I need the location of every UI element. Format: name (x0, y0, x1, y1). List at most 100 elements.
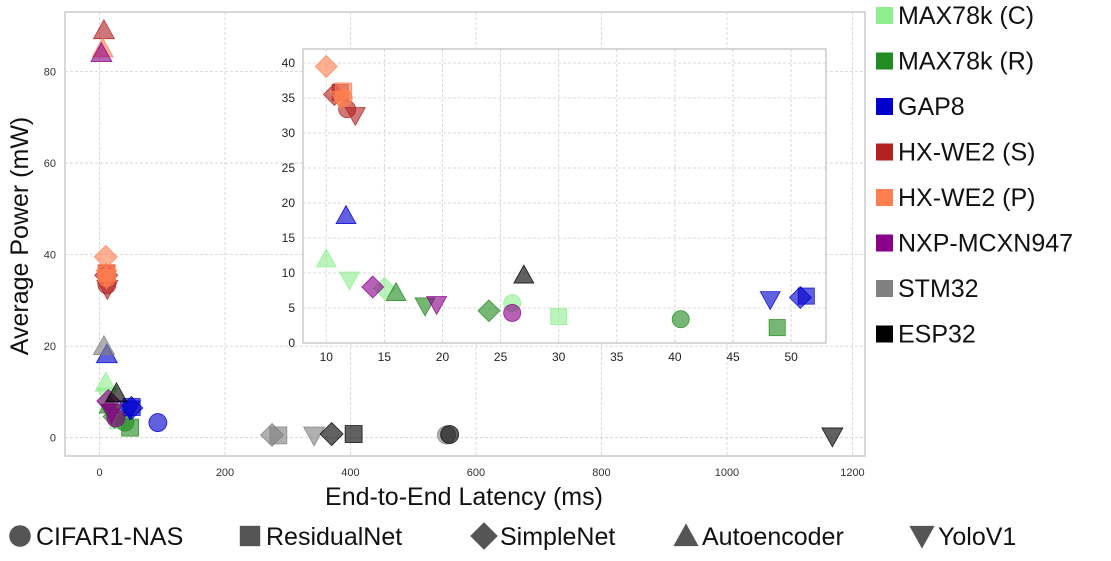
legend-swatch (876, 280, 893, 297)
inset-y-tick-label: 40 (282, 56, 296, 70)
y-axis-label: Average Power (mW) (6, 117, 34, 356)
x-axis-label: End-to-End Latency (ms) (325, 483, 603, 511)
point-nxp-mcxn947-yolov1 (100, 403, 123, 424)
point-hx-we2-p-simplenet (93, 244, 118, 269)
point-esp32-cifar1-nas (440, 425, 460, 444)
inset-background (303, 49, 826, 343)
inset-point-nxp-mcxn947-yolov1 (426, 296, 448, 316)
legend-item-max78k-r: MAX78k (R) (876, 48, 1034, 76)
inset-y-tick-label: 15 (282, 231, 296, 245)
legend-swatch (876, 143, 893, 161)
circle-marker-icon (9, 525, 31, 547)
inset-point-max78k-r-simplenet (477, 299, 501, 323)
triangle-up-marker-icon (673, 523, 699, 547)
inset-x-tick-label: 15 (378, 350, 392, 364)
legend-label: HX-WE2 (P) (898, 184, 1036, 212)
point-gap8-yolov1 (118, 400, 141, 421)
main-y-tick-label: 80 (44, 67, 56, 79)
legend-swatch (876, 7, 893, 24)
inset-x-tick-label: 45 (726, 350, 740, 364)
marker-legend-item-residualnet: ResidualNet (239, 523, 402, 551)
inset-y-tick-label: 10 (282, 266, 296, 280)
inset-point-max78k-c-yolov1 (338, 271, 361, 291)
main-x-tick-label: 1200 (840, 467, 864, 479)
main-x-tick-label: 400 (341, 467, 359, 479)
diamond-marker-icon (470, 522, 498, 550)
main-x-tick-label: 200 (216, 467, 234, 479)
triangle-down-marker-icon (909, 525, 935, 549)
marker-legend-item-yolov1: YoloV1 (909, 523, 1016, 551)
inset-point-nxp-mcxn947-simplenet (361, 275, 385, 299)
inset-tick-labels: 10 15 20 25 30 35 40 45 50 0 5 10 15 20 25 30 35 40 (282, 56, 798, 364)
inset-point-gap8-yolov1 (759, 291, 781, 311)
square-marker-icon (239, 525, 261, 547)
inset-x-tick-label: 35 (610, 350, 624, 364)
point-nxp-mcxn947-autoencoder (90, 41, 113, 62)
legend-swatch (876, 189, 893, 206)
main-y-tick-label: 20 (44, 341, 56, 353)
inset-x-tick-label: 50 (784, 350, 798, 364)
inset-point-max78k-r-residualnet (768, 319, 786, 337)
legend-label: NXP-MCXN947 (898, 230, 1073, 258)
main-data-points (90, 18, 844, 448)
main-y-tick-label: 0 (50, 433, 56, 445)
inset-y-tick-label: 5 (288, 301, 295, 315)
inset-point-gap8-simplenet (788, 286, 812, 309)
legend-label: STM32 (898, 275, 979, 303)
legend-label: GAP8 (898, 93, 965, 121)
marker-legend-item-cifar1-nas: CIFAR1-NAS (9, 523, 183, 551)
main-x-tick-label: 600 (467, 467, 485, 479)
legend-item-gap8: GAP8 (876, 93, 965, 121)
inset-point-max78k-r-autoencoder (385, 281, 407, 301)
main-x-tick-label: 800 (592, 467, 610, 479)
inset-x-tick-label: 10 (320, 350, 334, 364)
legend-label: HX-WE2 (S) (898, 139, 1036, 167)
legend-label: ESP32 (898, 321, 976, 349)
inset-y-tick-label: 25 (282, 161, 296, 175)
legend-item-stm32: STM32 (876, 275, 979, 303)
inset-x-tick-label: 25 (494, 350, 508, 364)
inset-point-hx-we2-s-yolov1 (344, 107, 366, 127)
inset-y-tick-label: 35 (282, 91, 296, 105)
marker-legend-item-simplenet: SimpleNet (470, 522, 615, 551)
inset-point-max78k-r-cifar1-nas (671, 310, 690, 329)
legend-swatch (876, 52, 893, 70)
marker-legend-item-autoencoder: Autoencoder (673, 523, 844, 551)
point-stm32-yolov1 (302, 426, 326, 447)
legend-item-esp32: ESP32 (876, 321, 976, 349)
marker-legend-label: Autoencoder (702, 523, 844, 551)
main-plot-frame (64, 11, 866, 457)
legend-label: MAX78k (C) (898, 2, 1034, 30)
inset-point-esp32-autoencoder (513, 264, 535, 284)
point-esp32-autoencoder (105, 381, 128, 403)
inset-x-tick-label: 30 (552, 350, 566, 364)
device-legend: MAX78k (C) MAX78k (R) GAP8 HX-WE2 (S) HX-WE2… (876, 2, 1073, 349)
inset-point-hx-we2-p-yolov1 (329, 91, 351, 111)
inset-point-max78k-c-residualnet (550, 307, 568, 325)
model-legend: CIFAR1-NAS ResidualNet SimpleNet Autoencode… (9, 522, 1016, 551)
inset-x-tick-label: 20 (436, 350, 450, 364)
point-stm32-simplenet (259, 422, 285, 448)
point-esp32-yolov1 (821, 427, 844, 448)
main-x-tick-label: 1000 (715, 467, 739, 479)
legend-item-nxp-mcxn947: NXP-MCXN947 (876, 230, 1073, 258)
legend-swatch (876, 234, 893, 252)
inset-plot-frame (302, 48, 827, 344)
marker-legend-label: YoloV1 (938, 523, 1016, 551)
point-esp32-residualnet (344, 425, 363, 443)
inset-x-tick-label: 40 (668, 350, 682, 364)
legend-item-hx-we2-s: HX-WE2 (S) (876, 139, 1036, 167)
inset-point-nxp-mcxn947-cifar1-nas (503, 303, 522, 322)
legend-label: MAX78k (R) (898, 48, 1034, 76)
inset-y-tick-label: 20 (282, 196, 296, 210)
marker-legend-label: ResidualNet (266, 523, 402, 551)
marker-legend-label: SimpleNet (500, 523, 615, 551)
inset-point-hx-we2-p-simplenet (314, 55, 338, 78)
point-hx-we2-s-autoencoder (92, 18, 116, 40)
main-y-tick-label: 60 (44, 158, 56, 170)
inset-point-gap8-autoencoder (335, 204, 357, 224)
inset-point-max78k-c-autoencoder (315, 248, 337, 268)
legend-swatch (876, 325, 893, 343)
